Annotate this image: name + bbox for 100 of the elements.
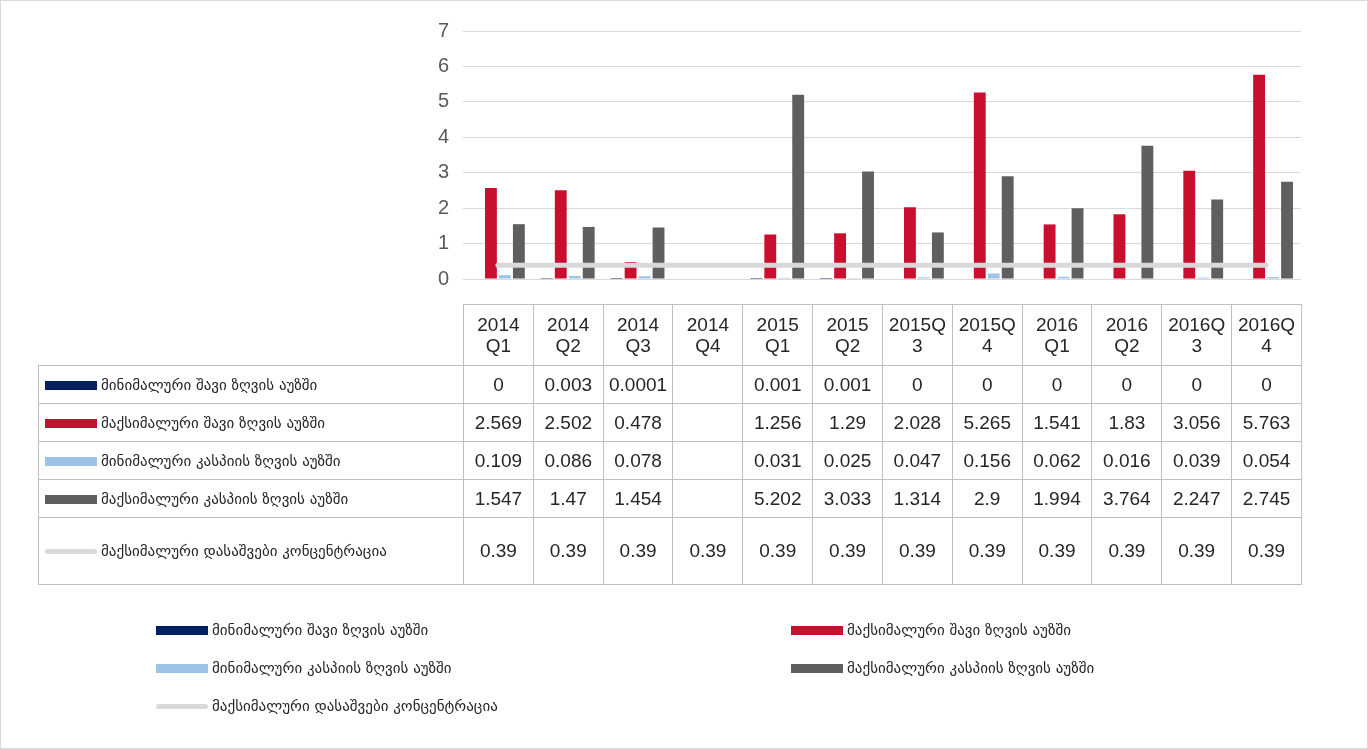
data-label: 2.9 — [952, 479, 1023, 518]
data-label: 0.003 — [533, 365, 604, 404]
data-label: 2.028 — [882, 403, 953, 442]
data-label: 2.502 — [533, 403, 604, 442]
data-label: 1.83 — [1091, 403, 1162, 442]
data-label: 0 — [1161, 365, 1232, 404]
data-label: 5.202 — [742, 479, 813, 518]
data-label: 0.031 — [742, 441, 813, 480]
data-label: 5.265 — [952, 403, 1023, 442]
data-label: 0 — [1091, 365, 1162, 404]
data-label: 0.39 — [1231, 517, 1302, 585]
y-tick-label: 1 — [437, 231, 449, 254]
x-tick-label: 2015 Q1 — [742, 304, 813, 366]
data-label: 0.39 — [952, 517, 1023, 585]
data-label: 1.547 — [463, 479, 534, 518]
data-label: 0.39 — [742, 517, 813, 585]
data-label: 0.086 — [533, 441, 604, 480]
data-label: 3.056 — [1161, 403, 1232, 442]
bar — [582, 226, 595, 279]
bar — [554, 190, 567, 279]
text: მაქსიმალური შავი ზღვის აუზში — [847, 621, 1071, 639]
data-label: 3.033 — [812, 479, 883, 518]
x-tick-label: 2016Q4 — [1231, 304, 1302, 366]
text: მაქსიმალური დასაშვები კონცენტრაცია — [212, 697, 498, 715]
bar — [764, 234, 777, 279]
data-label: 3.764 — [1091, 479, 1162, 518]
legend-label: მინიმალური კასპიის ზღვის აუზში — [38, 441, 464, 480]
bar — [1141, 145, 1154, 279]
bar — [931, 232, 944, 279]
data-label: 0.054 — [1231, 441, 1302, 480]
data-label: 0 — [1022, 365, 1092, 404]
data-label: 0.39 — [812, 517, 883, 585]
x-tick-label: 2014 Q2 — [533, 304, 604, 366]
x-tick-label: 2014 Q4 — [672, 304, 743, 366]
bar — [485, 187, 497, 279]
bar — [987, 273, 1000, 279]
x-tick-label: 2016 Q2 — [1091, 304, 1162, 366]
data-label: 0.078 — [603, 441, 673, 480]
x-tick-label: 2016Q3 — [1161, 304, 1232, 366]
x-tick-label: 2015Q4 — [952, 304, 1023, 366]
data-label: 2.247 — [1161, 479, 1232, 518]
bar — [1253, 74, 1266, 279]
data-label: 0.025 — [812, 441, 883, 480]
data-label: 0.0001 — [603, 365, 673, 404]
bar — [1043, 224, 1056, 279]
x-tick-label: 2016 Q1 — [1022, 304, 1092, 366]
bar — [638, 276, 651, 279]
x-tick-label: 2014 Q1 — [463, 304, 534, 366]
bar — [498, 275, 511, 279]
data-label: 0.039 — [1161, 441, 1232, 480]
data-label: 0.39 — [1091, 517, 1162, 585]
data-label: 1.994 — [1022, 479, 1092, 518]
data-label: 0.39 — [672, 517, 743, 585]
bar — [904, 207, 916, 279]
data-label: 1.454 — [603, 479, 673, 518]
text: მინიმალური კასპიის ზღვის აუზში — [212, 659, 452, 677]
data-label: 0.39 — [603, 517, 673, 585]
legend-label: მაქსიმალური შავი ზღვის აუზში — [38, 403, 464, 442]
data-label: 0.109 — [463, 441, 534, 480]
bar — [568, 275, 581, 279]
bar — [973, 92, 986, 279]
data-label: 0 — [1231, 365, 1302, 404]
x-tick-label: 2015Q3 — [882, 304, 953, 366]
data-label: 0.39 — [1161, 517, 1232, 585]
data-label: 2.745 — [1231, 479, 1302, 518]
data-label: 1.314 — [882, 479, 953, 518]
bar — [512, 224, 525, 279]
bar — [792, 94, 805, 279]
data-label: 0.39 — [533, 517, 604, 585]
bar — [1113, 214, 1126, 279]
data-label: 0.001 — [812, 365, 883, 404]
data-label: 2.569 — [463, 403, 534, 442]
data-label: 1.256 — [742, 403, 813, 442]
x-tick-label: 2015 Q2 — [812, 304, 883, 366]
data-label: 1.47 — [533, 479, 604, 518]
y-tick-label: 2 — [437, 195, 449, 218]
y-tick-label: 6 — [437, 53, 449, 76]
bar — [1183, 170, 1196, 279]
bar — [1211, 199, 1224, 279]
y-tick-label: 7 — [437, 18, 449, 41]
bar — [1281, 181, 1293, 279]
data-label: 5.763 — [1231, 403, 1302, 442]
y-tick-label: 0 — [437, 266, 449, 289]
bar — [862, 171, 874, 279]
data-label: 0.39 — [882, 517, 953, 585]
data-label: 0 — [952, 365, 1023, 404]
legend-label: მაქსიმალური კასპიის ზღვის აუზში — [38, 479, 464, 518]
data-label: 0.478 — [603, 403, 673, 442]
data-label: 0.156 — [952, 441, 1023, 480]
data-label: 1.541 — [1022, 403, 1092, 442]
data-label: 0.39 — [463, 517, 534, 585]
legend-label: მინიმალური შავი ზღვის აუზში — [38, 365, 464, 404]
data-label: 1.29 — [812, 403, 883, 442]
data-label: 0 — [882, 365, 953, 404]
x-tick-label: 2014 Q3 — [603, 304, 673, 366]
legend-label: მაქსიმალური დასაშვები კონცენტრაცია — [38, 517, 464, 585]
data-label: 0.016 — [1091, 441, 1162, 480]
data-label: 0.047 — [882, 441, 953, 480]
data-label: 0 — [463, 365, 534, 404]
data-label: 0.062 — [1022, 441, 1092, 480]
